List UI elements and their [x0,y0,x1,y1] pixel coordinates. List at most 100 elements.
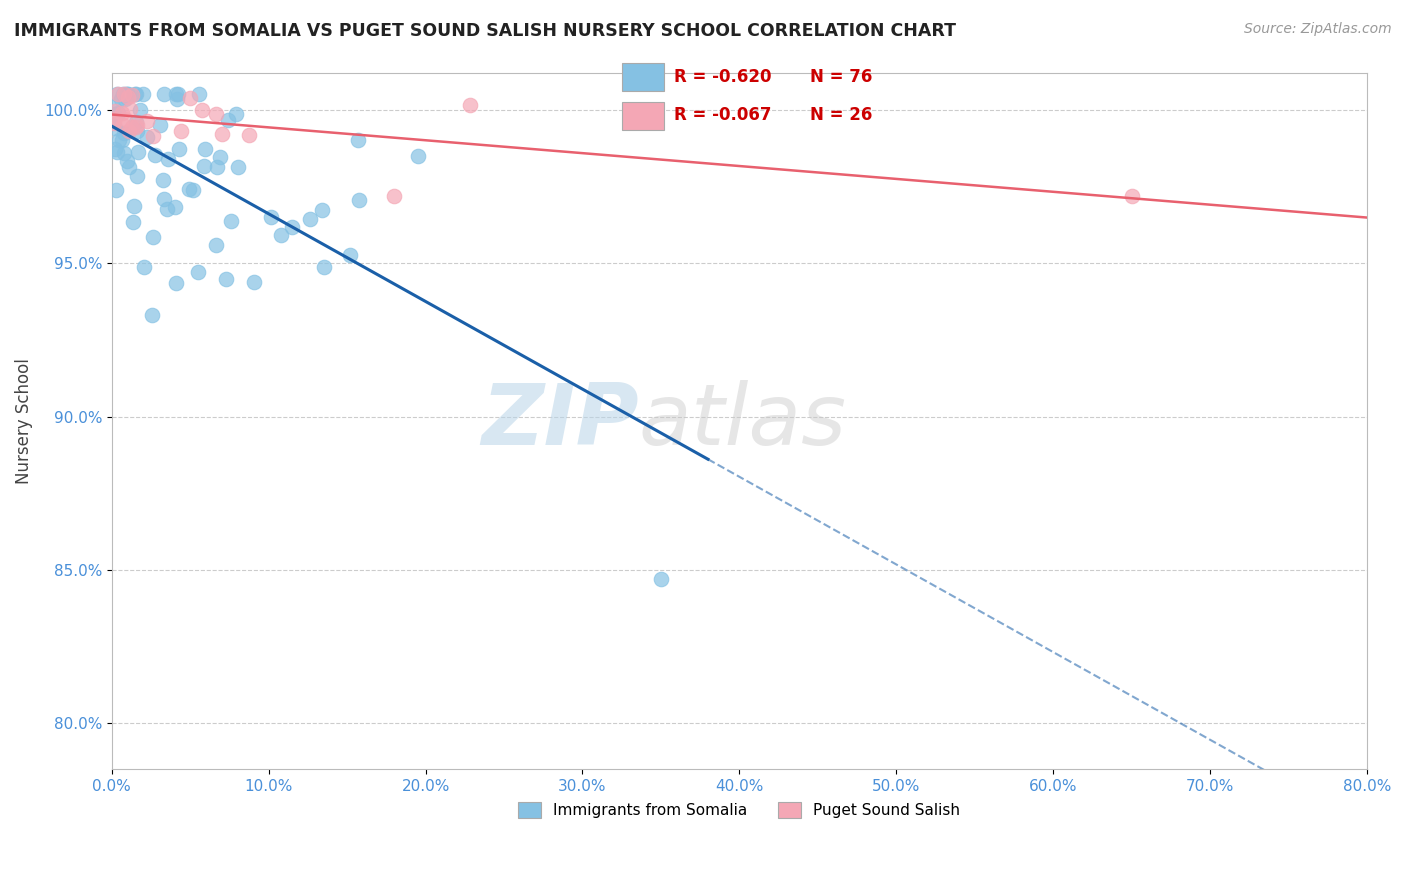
Point [142,128,165,143]
Point [118,124,141,138]
Point [205,238,228,252]
Point [152,172,174,186]
Point [117,153,139,168]
Point [105,183,128,197]
Point [152,193,174,207]
Point [127,118,149,132]
Point [127,124,149,138]
Point [135,130,157,145]
Point [339,248,361,262]
Point [156,152,179,166]
Point [110,92,132,106]
Text: N = 26: N = 26 [810,106,872,124]
Point [125,115,148,129]
Point [167,142,190,156]
Point [125,120,148,134]
Point [298,212,321,227]
Point [115,87,138,102]
Point [226,161,249,175]
Point [406,149,429,163]
Point [121,120,143,135]
Point [115,87,138,102]
Point [117,87,139,102]
Point [156,202,179,216]
Text: N = 76: N = 76 [810,68,872,86]
Point [382,188,405,202]
Point [166,92,188,106]
Point [104,142,127,156]
Point [122,214,145,228]
Text: ZIP: ZIP [481,380,638,463]
Point [103,112,125,126]
Point [107,87,129,102]
Point [136,114,159,128]
Point [103,112,125,126]
Point [112,87,135,102]
Point [128,103,150,117]
Point [194,142,217,156]
Point [103,107,125,121]
Point [141,308,163,322]
Point [111,106,134,120]
Point [111,133,134,147]
Point [205,160,228,174]
Point [132,87,155,102]
Legend: Immigrants from Somalia, Puget Sound Salish: Immigrants from Somalia, Puget Sound Sal… [512,797,966,824]
Text: R = -0.620: R = -0.620 [675,68,772,86]
Point [219,214,242,228]
Point [209,150,232,164]
Point [347,133,370,147]
Point [114,112,136,126]
Point [107,106,129,120]
Point [243,276,266,290]
Point [347,193,370,207]
Point [117,90,139,104]
Text: IMMIGRANTS FROM SOMALIA VS PUGET SOUND SALISH NURSERY SCHOOL CORRELATION CHART: IMMIGRANTS FROM SOMALIA VS PUGET SOUND S… [14,22,956,40]
Text: Source: ZipAtlas.com: Source: ZipAtlas.com [1244,22,1392,37]
Point [187,87,209,102]
Point [281,220,304,235]
Point [143,147,166,161]
Point [104,104,127,119]
Point [105,145,128,159]
Point [460,98,482,112]
Point [270,227,292,242]
Point [314,260,336,274]
Point [238,128,260,142]
Point [165,200,187,214]
Point [108,132,131,146]
Point [311,202,333,217]
Point [149,119,172,133]
Point [132,260,155,274]
Point [650,572,672,586]
Point [187,265,209,279]
FancyBboxPatch shape [621,62,665,91]
Point [260,211,283,225]
Point [124,87,146,102]
Point [105,87,128,102]
Point [127,169,149,184]
Point [114,92,136,106]
Point [111,118,134,132]
Point [218,113,240,128]
Point [165,276,187,290]
Point [104,120,127,135]
Y-axis label: Nursery School: Nursery School [15,359,32,484]
Point [1121,188,1143,202]
Point [121,88,143,103]
Point [103,115,125,129]
FancyBboxPatch shape [621,102,665,130]
Point [103,100,125,114]
Point [215,272,238,286]
Point [111,87,134,102]
Point [181,183,204,197]
Point [165,87,187,102]
Point [167,87,190,102]
Point [142,230,165,244]
Point [118,160,141,174]
Point [112,126,135,140]
Point [179,91,201,105]
Point [118,102,141,116]
Point [115,90,138,104]
Point [115,87,138,102]
